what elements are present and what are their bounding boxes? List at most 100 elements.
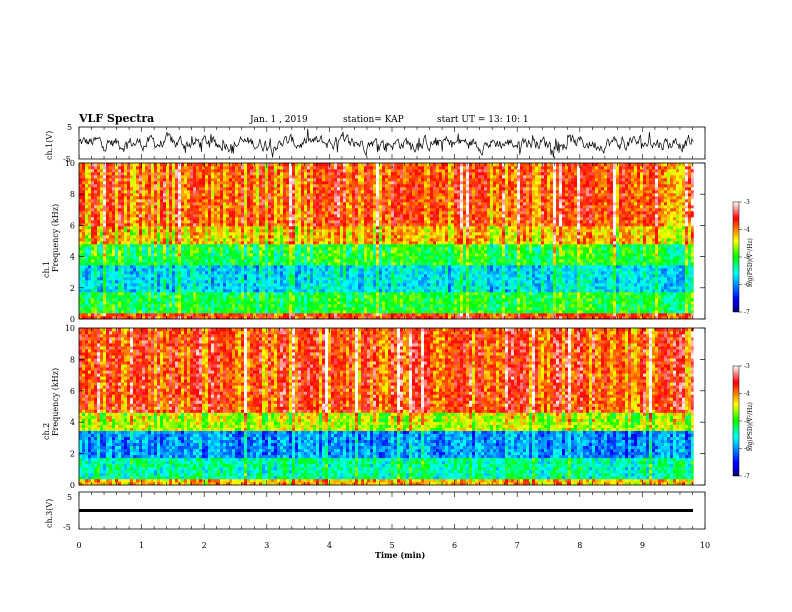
spectrogram-cell	[139, 166, 143, 170]
spectrogram-cell	[169, 280, 173, 284]
spectrogram-cell	[85, 226, 89, 230]
spectrogram-cell	[88, 307, 92, 311]
spectrogram-cell	[100, 247, 104, 251]
spectrogram-cell	[319, 271, 323, 275]
spectrogram-cell	[115, 232, 119, 236]
spectrogram-cell	[247, 205, 251, 209]
spectrogram-cell	[307, 289, 311, 293]
spectrogram-cell	[97, 304, 101, 308]
spectrogram-cell	[217, 274, 221, 278]
spectrogram-cell	[253, 214, 257, 218]
spectrogram-cell	[313, 190, 317, 194]
spectrogram-cell	[229, 211, 233, 215]
spectrogram-cell	[319, 280, 323, 284]
spectrogram-cell	[136, 220, 140, 224]
spectrogram-cell	[187, 202, 191, 206]
spectrogram-cell	[352, 310, 356, 314]
spectrogram-cell	[145, 178, 149, 182]
spectrogram-cell	[145, 274, 149, 278]
spectrogram-cell	[97, 226, 101, 230]
spectrogram-cell	[121, 250, 125, 254]
spectrogram-cell	[250, 274, 254, 278]
spectrogram-cell	[325, 274, 329, 278]
spectrogram-cell	[163, 193, 167, 197]
spectrogram-cell	[223, 187, 227, 191]
spectrogram-cell	[262, 262, 266, 266]
spectrogram-cell	[172, 220, 176, 224]
spectrogram-cell	[205, 304, 209, 308]
spectrogram-cell	[103, 310, 107, 314]
spectrogram-cell	[286, 211, 290, 215]
spectrogram-cell	[250, 181, 254, 185]
spectrogram-cell	[289, 271, 293, 275]
spectrogram-cell	[178, 268, 182, 272]
spectrogram-cell	[127, 244, 131, 248]
spectrogram-cell	[319, 181, 323, 185]
spectrogram-cell	[292, 268, 296, 272]
spectrogram-cell	[256, 277, 260, 281]
spectrogram-cell	[337, 316, 341, 320]
spectrogram-cell	[88, 283, 92, 287]
spectrogram-cell	[136, 265, 140, 269]
spectrogram-cell	[124, 301, 128, 305]
spectrogram-cell	[94, 166, 98, 170]
spectrogram-cell	[118, 172, 122, 176]
spectrogram-cell	[319, 250, 323, 254]
spectrogram-cell	[292, 178, 296, 182]
spectrogram-cell	[319, 232, 323, 236]
spectrogram-cell	[307, 238, 311, 242]
spectrogram-cell	[172, 265, 176, 269]
spectrogram-cell	[169, 256, 173, 260]
spectrogram-cell	[325, 163, 329, 167]
spectrogram-cell	[277, 220, 281, 224]
spectrogram-cell	[82, 211, 86, 215]
spectrogram-cell	[343, 187, 347, 191]
spectrogram-cell	[142, 244, 146, 248]
spectrogram-cell	[91, 274, 95, 278]
spectrogram-cell	[115, 178, 119, 182]
spectrogram-cell	[244, 262, 248, 266]
spectrogram-cell	[154, 262, 158, 266]
spectrogram-cell	[331, 283, 335, 287]
spectrogram-cell	[97, 205, 101, 209]
spectrogram-cell	[142, 271, 146, 275]
spectrogram-cell	[319, 247, 323, 251]
spectrogram-cell	[196, 286, 200, 290]
spectrogram-cell	[229, 295, 233, 299]
spectrogram-cell	[268, 190, 272, 194]
spectrogram-cell	[142, 232, 146, 236]
spectrogram-cell	[124, 256, 128, 260]
spectrogram-cell	[343, 259, 347, 263]
spectrogram-cell	[202, 193, 206, 197]
spectrogram-cell	[190, 223, 194, 227]
spectrogram-cell	[343, 232, 347, 236]
spectrogram-cell	[259, 268, 263, 272]
spectrogram-cell	[271, 286, 275, 290]
spectrogram-cell	[289, 280, 293, 284]
spectrogram-cell	[106, 271, 110, 275]
spectrogram-cell	[214, 199, 218, 203]
spectrogram-cell	[94, 172, 98, 176]
spectrogram-cell	[124, 169, 128, 173]
spectrogram-cell	[193, 316, 197, 320]
spectrogram-cell	[265, 211, 269, 215]
spectrogram-cell	[268, 313, 272, 317]
spectrogram-cell	[277, 259, 281, 263]
spectrogram-cell	[106, 280, 110, 284]
spectrogram-cell	[115, 211, 119, 215]
spectrogram-cell	[265, 232, 269, 236]
spectrogram-cell	[259, 223, 263, 227]
spectrogram-cell	[199, 217, 203, 221]
spectrogram-cell	[301, 271, 305, 275]
spectrogram-cell	[97, 178, 101, 182]
spectrogram-cell	[304, 220, 308, 224]
spectrogram-cell	[247, 199, 251, 203]
spectrogram-cell	[235, 316, 239, 320]
spectrogram-cell	[322, 280, 326, 284]
spectrogram-cell	[328, 214, 332, 218]
spectrogram-cell	[274, 202, 278, 206]
spectrogram-cell	[157, 199, 161, 203]
spectrogram-cell	[151, 190, 155, 194]
spectrogram-cell	[283, 181, 287, 185]
spectrogram-cell	[187, 277, 191, 281]
